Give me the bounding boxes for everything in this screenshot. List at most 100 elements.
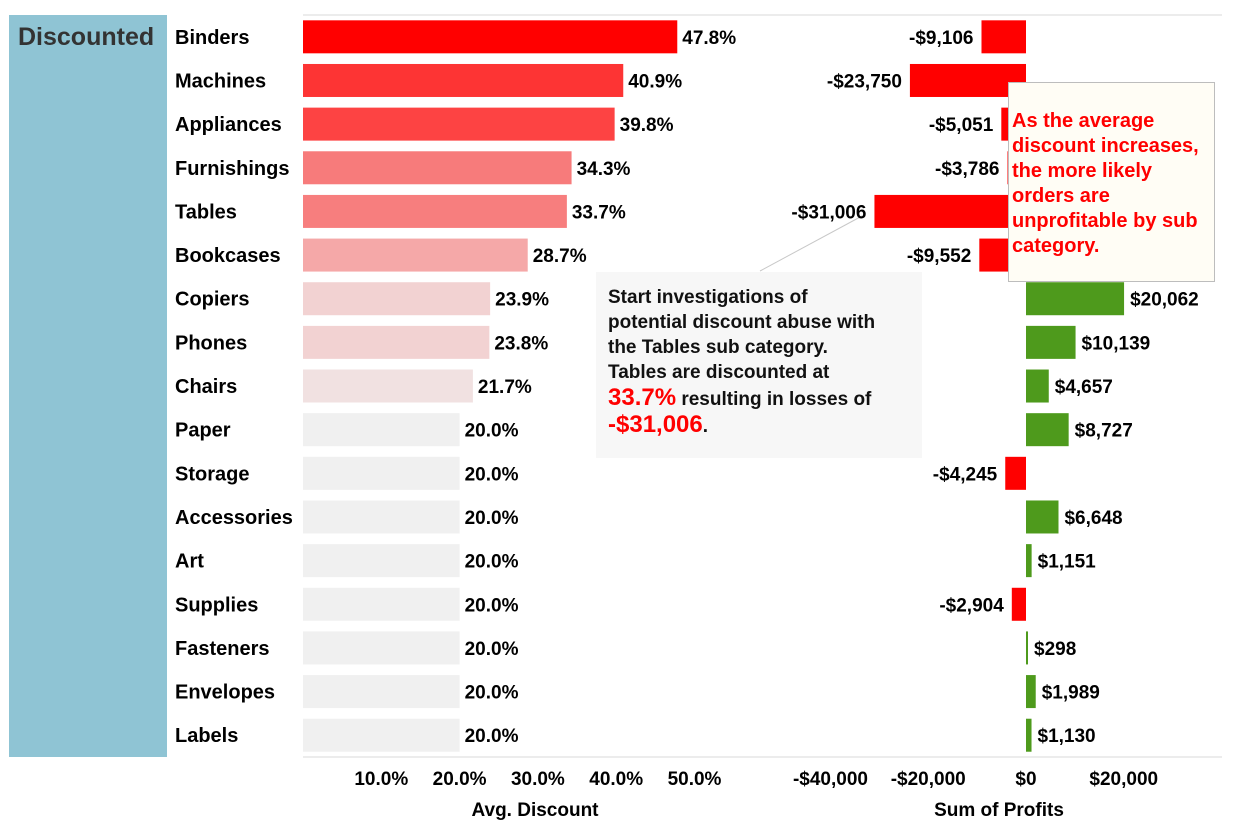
profit-bar	[1026, 718, 1032, 752]
category-label: Storage	[175, 463, 249, 485]
profit-bar	[1011, 587, 1026, 621]
discount-value-label: 23.9%	[495, 290, 549, 311]
category-label: Labels	[175, 725, 238, 747]
profit-value-label: -$2,904	[939, 595, 1004, 616]
discount-bar	[303, 194, 567, 228]
category-label: Art	[175, 551, 204, 573]
profit-bars: -$9,106 -$23,750 -$5,051 -$3,786 -$31,006 -$9…	[791, 20, 1199, 752]
discount-value-label: 28.7%	[533, 246, 587, 267]
discount-axis-title: Avg. Discount	[471, 800, 599, 820]
discount-bar	[303, 238, 528, 272]
category-label: Machines	[175, 70, 266, 92]
discount-value-label: 20.0%	[465, 552, 519, 573]
discount-bar	[303, 675, 460, 709]
discount-bar	[303, 20, 678, 54]
discount-value-label: 20.0%	[465, 683, 519, 704]
profit-bar	[1026, 675, 1036, 709]
category-label: Paper	[175, 420, 231, 442]
profit-value-label: -$4,245	[933, 464, 998, 485]
tables-annotation-mid: resulting in losses of	[676, 389, 872, 410]
discount-bar	[303, 107, 615, 141]
category-label: Envelopes	[175, 682, 275, 704]
discount-axis-tick: 50.0%	[668, 769, 722, 790]
profit-value-label: $10,139	[1082, 333, 1151, 354]
discount-value-label: 40.9%	[628, 71, 682, 92]
profit-bar	[1026, 500, 1059, 534]
profit-bar	[1026, 369, 1049, 403]
discount-bar	[303, 718, 460, 752]
tables-loss-highlight: -$31,006	[608, 411, 703, 438]
profit-axis-tick: $0	[1015, 769, 1036, 790]
discount-bars: 47.8% 40.9% 39.8% 34.3% 33.7% 28.7% 23.9% 23.8%…	[303, 20, 736, 752]
axes: 10.0% 20.0% 30.0% 40.0% 50.0% -$40,000 -$20,00…	[354, 769, 1158, 820]
discount-bar	[303, 282, 491, 316]
category-labels: Binders Machines Appliances Furnishings Tabl…	[175, 27, 293, 747]
profit-bar	[981, 20, 1026, 54]
discount-bar	[303, 631, 460, 665]
category-label: Phones	[175, 332, 247, 354]
discount-bar	[303, 413, 460, 447]
discount-axis-tick: 20.0%	[433, 769, 487, 790]
discount-value-label: 34.3%	[577, 159, 631, 180]
tables-annotation-end: .	[702, 416, 709, 437]
profit-value-label: $298	[1034, 639, 1076, 660]
profit-bar	[1026, 282, 1125, 316]
discount-value-label: 39.8%	[620, 115, 674, 136]
discount-value-label: 20.0%	[465, 726, 519, 747]
category-label: Fasteners	[175, 638, 270, 660]
trend-annotation-line2: discount increases,	[1012, 135, 1199, 157]
discount-value-label: 20.0%	[465, 639, 519, 660]
trend-annotation-line1: As the average	[1012, 110, 1155, 132]
discount-value-label: 20.0%	[465, 595, 519, 616]
discount-bar	[303, 325, 490, 359]
trend-annotation-line3: the more likely	[1012, 160, 1153, 182]
profit-bar	[874, 194, 1026, 228]
tables-annotation-line5: 33.7% resulting in losses of	[608, 385, 922, 412]
profit-value-label: $8,727	[1075, 421, 1133, 442]
profit-value-label: -$3,786	[935, 159, 999, 180]
profit-axis-tick: -$40,000	[793, 769, 868, 790]
category-label: Accessories	[175, 507, 293, 529]
profit-bar	[909, 63, 1026, 97]
category-label: Supplies	[175, 594, 258, 616]
tables-annotation-line2: potential discount abuse with	[608, 312, 876, 333]
annotation-connector	[759, 215, 863, 272]
discount-bar	[303, 369, 473, 403]
profit-value-label: -$23,750	[827, 71, 902, 92]
profit-bar	[1026, 631, 1028, 665]
tables-annotation-line6: -$31,006.	[608, 412, 922, 439]
discount-bar	[303, 587, 460, 621]
profit-bar	[1026, 544, 1032, 578]
category-label: Appliances	[175, 114, 282, 136]
category-label: Copiers	[175, 289, 249, 311]
discount-value-label: 20.0%	[465, 508, 519, 529]
profit-value-label: $1,989	[1042, 683, 1100, 704]
discount-bar	[303, 63, 624, 97]
discount-value-label: 20.0%	[465, 421, 519, 442]
discount-bar	[303, 544, 460, 578]
profit-axis-tick: -$20,000	[891, 769, 966, 790]
profit-bar	[1026, 325, 1076, 359]
discount-axis-tick: 10.0%	[354, 769, 408, 790]
profit-axis-title: Sum of Profits	[934, 800, 1064, 820]
category-label: Bookcases	[175, 245, 281, 267]
discount-bar	[303, 456, 460, 490]
discount-value-label: 20.0%	[465, 464, 519, 485]
discount-axis-tick: 30.0%	[511, 769, 565, 790]
category-label: Furnishings	[175, 158, 289, 180]
tables-annotation-line1: Start investigations of	[608, 287, 808, 308]
profit-value-label: $20,062	[1130, 290, 1199, 311]
discount-value-label: 33.7%	[572, 202, 626, 223]
tables-annotation: Start investigations of potential discou…	[596, 272, 922, 458]
category-label: Tables	[175, 201, 237, 223]
discount-bar	[303, 151, 572, 185]
profit-value-label: $1,151	[1038, 552, 1097, 573]
profit-value-label: -$31,006	[791, 202, 866, 223]
trend-annotation-line6: category.	[1012, 235, 1100, 257]
profit-bar	[1005, 456, 1026, 490]
discount-value-label: 23.8%	[494, 333, 548, 354]
trend-annotation: As the average discount increases, the m…	[1008, 82, 1215, 282]
profit-value-label: $1,130	[1038, 726, 1096, 747]
profit-value-label: $6,648	[1064, 508, 1122, 529]
